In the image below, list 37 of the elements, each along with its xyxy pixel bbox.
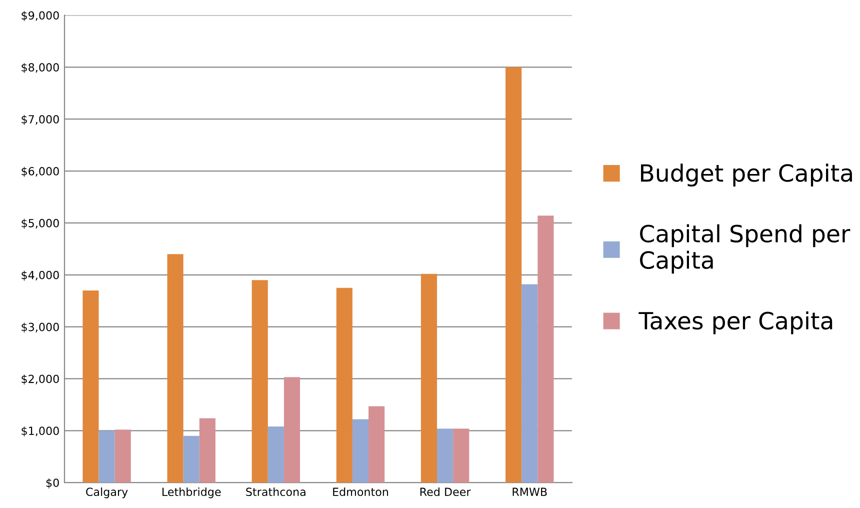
bar [199,418,216,483]
x-tick-label: Calgary [86,487,128,498]
bar [98,430,115,483]
y-tick-label: $5,000 [22,218,59,229]
bar [453,428,470,483]
bar [538,216,554,483]
bar [420,274,438,483]
x-tick-label: Strathcona [246,487,306,496]
y-tick-label: $0 [46,478,59,488]
y-tick-label: $6,000 [22,166,59,177]
legend-label: Taxes per Capita [638,311,832,334]
bar [167,254,184,483]
legend-label: Capital Spend per Capita [640,224,850,274]
x-tick-label: Edmonton [333,487,388,496]
bar [368,406,385,483]
bar [437,428,454,483]
y-tick-label: $7,000 [22,114,59,125]
y-tick-label: $8,000 [22,62,59,74]
x-tick-label: RMWB [512,488,547,496]
bar [522,284,538,483]
y-tick-label: $4,000 [22,270,59,281]
x-tick-label: Red Deer [420,487,471,496]
bar [114,430,131,483]
bar [352,419,369,483]
x-tick-label: Lethbridge [162,487,221,498]
bar [82,290,99,483]
bar [336,288,352,483]
bar [506,67,522,483]
y-tick-label: $2,000 [22,374,59,385]
y-tick-label: $1,000 [22,426,59,437]
y-tick-label: $3,000 [22,322,59,333]
bar [268,426,284,483]
y-tick-label: $9,000 [22,11,59,22]
bar [183,436,200,483]
legend-label: Budget per Capita [641,164,852,186]
bar [284,377,300,483]
bar [252,280,268,483]
